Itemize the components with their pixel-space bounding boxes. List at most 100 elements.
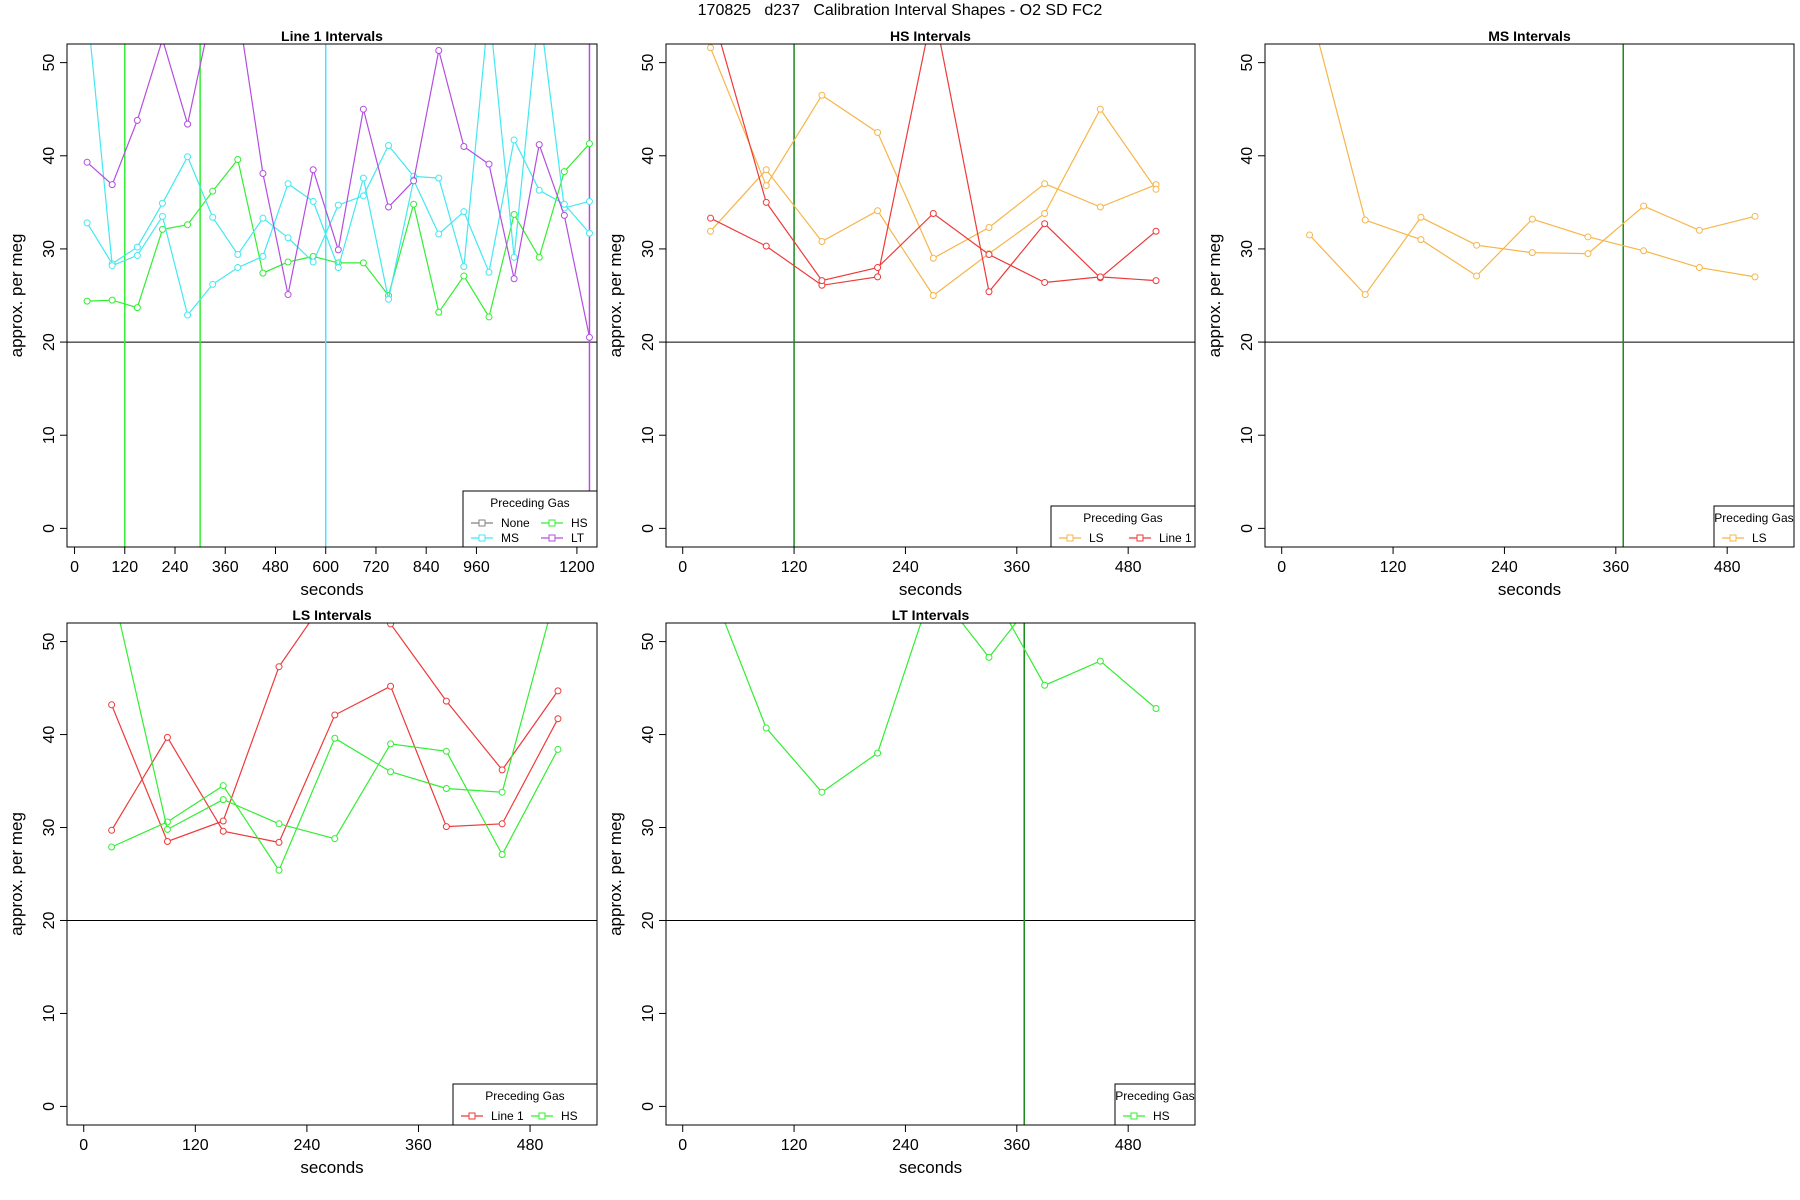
data-point bbox=[234, 251, 242, 259]
x-tick-label: 240 bbox=[294, 1137, 321, 1154]
data-point bbox=[435, 230, 443, 238]
x-tick-label: 0 bbox=[1277, 559, 1286, 576]
data-point bbox=[385, 203, 393, 211]
y-tick-label: 0 bbox=[640, 524, 657, 533]
y-tick-label: 50 bbox=[41, 633, 58, 651]
data-point bbox=[460, 142, 468, 150]
data-point bbox=[511, 32, 517, 38]
data-point bbox=[159, 36, 165, 42]
x-tick-label: 360 bbox=[212, 559, 239, 576]
legend-title: Preceding Gas bbox=[485, 1089, 564, 1103]
x-axis-label: seconds bbox=[899, 1158, 962, 1177]
series-line bbox=[111, 685, 559, 844]
data-point bbox=[442, 747, 450, 755]
y-tick-label: 10 bbox=[640, 1004, 657, 1022]
y-tick-label: 30 bbox=[41, 240, 58, 258]
data-point bbox=[184, 221, 192, 229]
y-tick-label: 50 bbox=[640, 633, 657, 651]
legend-box bbox=[1114, 1083, 1196, 1126]
data-point bbox=[561, 4, 567, 10]
x-tick-label: 600 bbox=[312, 559, 339, 576]
data-point bbox=[1473, 241, 1481, 249]
y-tick-label: 40 bbox=[41, 726, 58, 744]
data-point bbox=[762, 198, 770, 206]
x-tick-label: 360 bbox=[405, 1137, 432, 1154]
data-point bbox=[235, 4, 241, 10]
y-tick-label: 40 bbox=[41, 147, 58, 165]
data-point bbox=[1152, 277, 1160, 285]
data-point bbox=[498, 766, 506, 774]
legend-box bbox=[1713, 505, 1795, 548]
data-point bbox=[560, 168, 568, 176]
data-point bbox=[763, 583, 769, 589]
data-point bbox=[1584, 233, 1592, 241]
x-tick-label: 480 bbox=[1115, 1137, 1142, 1154]
data-point bbox=[309, 166, 317, 174]
data-point bbox=[359, 259, 367, 267]
data-point bbox=[108, 843, 116, 851]
panel-title: LS Intervals bbox=[292, 607, 372, 623]
data-point bbox=[1042, 583, 1048, 589]
panel-title: MS Intervals bbox=[1488, 28, 1571, 44]
data-point bbox=[554, 745, 562, 753]
data-point bbox=[284, 234, 292, 242]
data-point bbox=[259, 252, 267, 260]
data-point bbox=[133, 304, 141, 312]
data-point bbox=[386, 32, 392, 38]
y-tick-label: 0 bbox=[640, 1102, 657, 1111]
data-point bbox=[536, 4, 542, 10]
legend-entry-label: None bbox=[501, 516, 530, 530]
data-point bbox=[535, 141, 543, 149]
data-point bbox=[435, 47, 443, 55]
plot-frame bbox=[665, 43, 1196, 548]
data-point bbox=[1695, 226, 1703, 234]
data-point bbox=[209, 280, 217, 288]
data-point bbox=[708, 583, 714, 589]
data-point bbox=[929, 292, 937, 299]
y-tick-label: 30 bbox=[1239, 240, 1256, 258]
data-point bbox=[284, 258, 292, 266]
data-point bbox=[275, 838, 283, 846]
series-group bbox=[1306, 44, 1759, 299]
y-tick-label: 40 bbox=[640, 147, 657, 165]
legend-entry-label: HS bbox=[1153, 1109, 1170, 1123]
data-point bbox=[560, 211, 568, 219]
y-tick-label: 0 bbox=[1239, 524, 1256, 533]
data-point bbox=[535, 253, 543, 261]
data-point bbox=[585, 333, 593, 341]
x-tick-label: 240 bbox=[892, 1137, 919, 1154]
series-group bbox=[83, 4, 593, 341]
data-point bbox=[108, 826, 116, 834]
data-point bbox=[359, 174, 367, 182]
y-tick-label: 40 bbox=[1239, 147, 1256, 165]
series-line bbox=[1318, 44, 1756, 278]
data-point bbox=[84, 4, 90, 10]
data-point bbox=[1096, 203, 1104, 211]
y-tick-label: 20 bbox=[640, 333, 657, 351]
data-point bbox=[1361, 216, 1369, 224]
data-point bbox=[83, 297, 91, 305]
x-tick-label: 480 bbox=[1714, 559, 1741, 576]
data-point bbox=[486, 22, 492, 28]
series-line bbox=[86, 44, 591, 338]
x-tick-label: 120 bbox=[111, 559, 138, 576]
data-point bbox=[874, 207, 882, 215]
data-point bbox=[929, 254, 937, 262]
data-point bbox=[1695, 264, 1703, 272]
data-point bbox=[985, 653, 993, 661]
data-point bbox=[387, 740, 395, 748]
panel-hs-intervals: HS Intervals seconds approx. per meg 0 120 24… bbox=[606, 28, 1196, 599]
data-point bbox=[510, 210, 518, 218]
data-point bbox=[818, 91, 826, 99]
data-point bbox=[460, 208, 468, 216]
data-point bbox=[555, 583, 561, 589]
x-axis-label: seconds bbox=[1498, 580, 1561, 599]
data-point bbox=[159, 22, 165, 28]
data-point bbox=[1640, 202, 1648, 210]
x-tick-label: 120 bbox=[1380, 559, 1407, 576]
data-point bbox=[331, 734, 339, 742]
data-point bbox=[461, 13, 467, 19]
x-tick-label: 360 bbox=[1602, 559, 1629, 576]
legend-marker-swatch bbox=[1136, 534, 1144, 542]
